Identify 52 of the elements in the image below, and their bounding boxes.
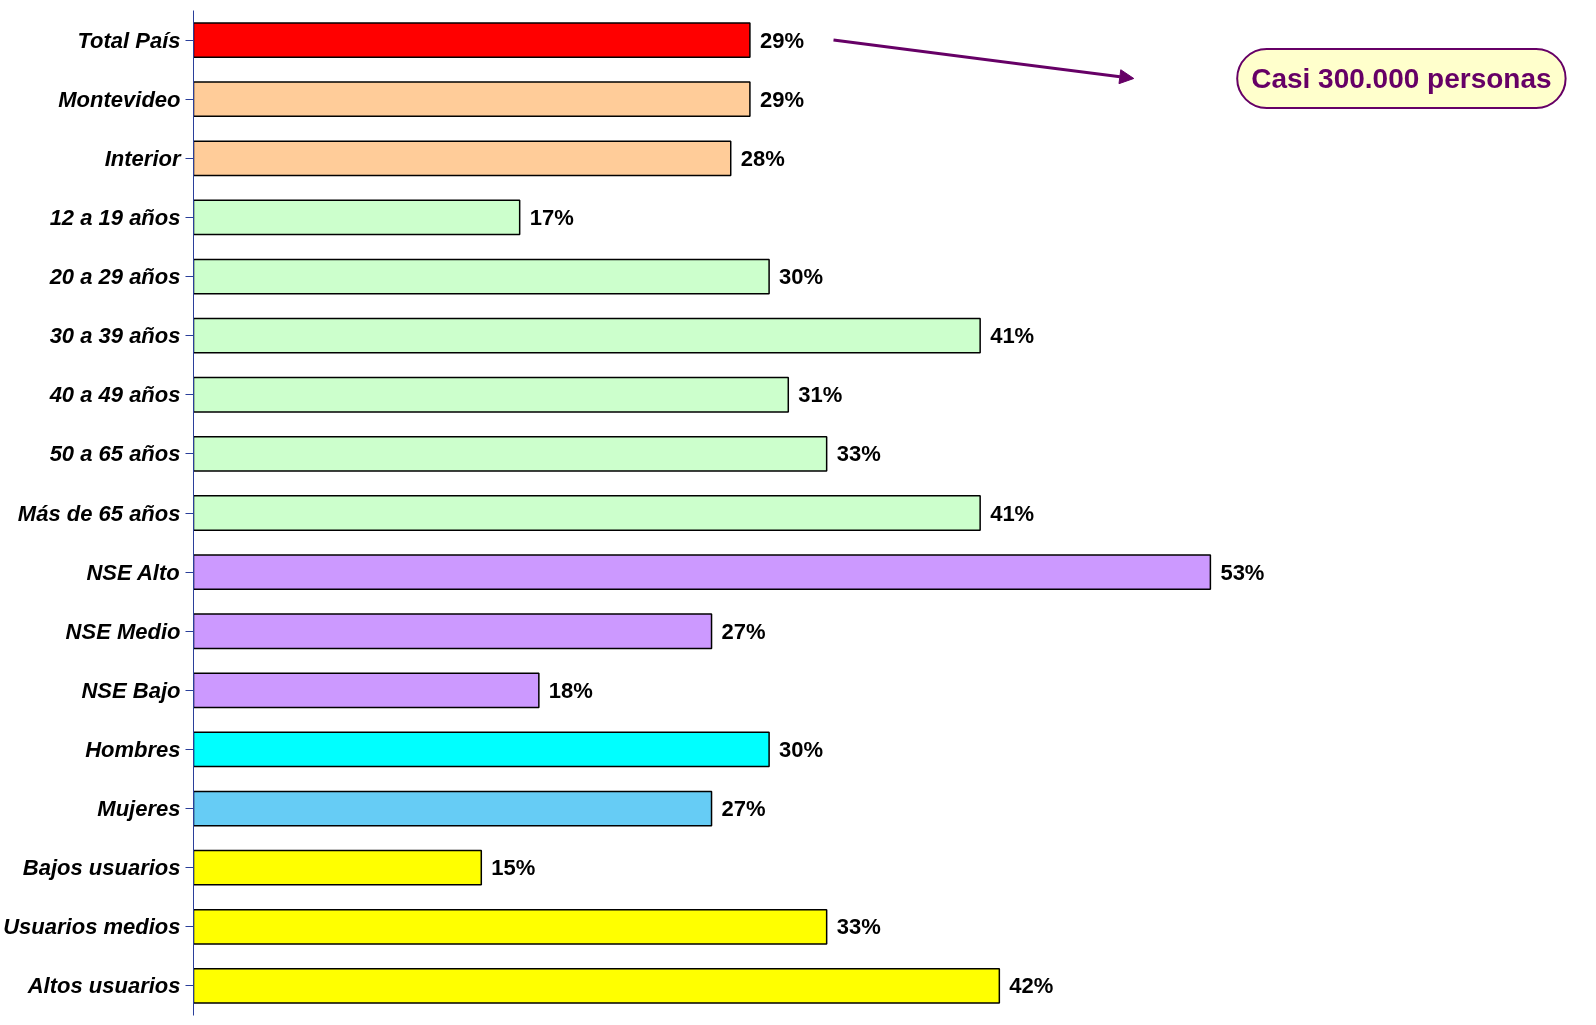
- y-tick-label: 20 a 29 años: [48, 264, 181, 290]
- y-tick-label: Total País: [77, 27, 181, 53]
- y-tick-label: NSE Medio: [65, 618, 181, 644]
- bar: [193, 317, 981, 354]
- y-tick-label: NSE Alto: [86, 559, 180, 585]
- y-tick-label: Mujeres: [97, 796, 181, 822]
- y-tick-label: 12 a 19 años: [49, 204, 181, 230]
- bar: [193, 554, 1212, 591]
- data-label: 27%: [721, 796, 766, 822]
- y-tick-label: Hombres: [85, 736, 181, 762]
- data-label: 17%: [529, 204, 574, 230]
- data-label: 30%: [779, 264, 824, 290]
- text: Casi 300.000 personas: [1251, 62, 1552, 94]
- bar: [193, 140, 732, 177]
- data-label: 31%: [798, 382, 843, 408]
- data-label: 53%: [1220, 559, 1265, 585]
- data-label: 29%: [759, 27, 804, 53]
- bar: [193, 849, 483, 886]
- bar: [193, 376, 790, 413]
- data-label: 27%: [721, 618, 766, 644]
- data-label: 42%: [1009, 973, 1054, 999]
- bar: [193, 908, 828, 945]
- bar: [193, 968, 1001, 1004]
- y-tick-label: Más de 65 años: [17, 500, 181, 526]
- y-tick-label: Interior: [104, 145, 182, 171]
- bar: [193, 790, 713, 827]
- data-label: 33%: [836, 914, 881, 940]
- y-tick-label: Usuarios medios: [3, 914, 181, 940]
- data-label: 33%: [836, 441, 881, 467]
- data-label: 18%: [548, 677, 593, 703]
- data-label: 29%: [759, 86, 804, 112]
- bar: [193, 199, 521, 236]
- data-label: 30%: [779, 736, 824, 762]
- bar: [193, 672, 540, 709]
- y-tick-label: NSE Bajo: [81, 677, 181, 703]
- bar: [193, 258, 770, 295]
- y-tick-label: Montevideo: [58, 86, 181, 112]
- bar: [193, 495, 981, 531]
- data-label: 28%: [740, 145, 785, 171]
- y-tick-label: 50 a 65 años: [49, 441, 181, 467]
- bar: [193, 81, 751, 118]
- bar: [193, 435, 828, 472]
- y-tick-label: 40 a 49 años: [48, 382, 181, 408]
- bar: [193, 613, 713, 650]
- y-tick-label: 30 a 39 años: [49, 323, 181, 349]
- bar: [193, 22, 751, 58]
- y-tick-label: Altos usuarios: [26, 973, 181, 999]
- data-label: 41%: [990, 323, 1035, 349]
- data-label: 15%: [491, 855, 536, 881]
- bar: [193, 731, 770, 768]
- data-label: 41%: [990, 500, 1035, 526]
- y-tick-label: Bajos usuarios: [22, 855, 181, 881]
